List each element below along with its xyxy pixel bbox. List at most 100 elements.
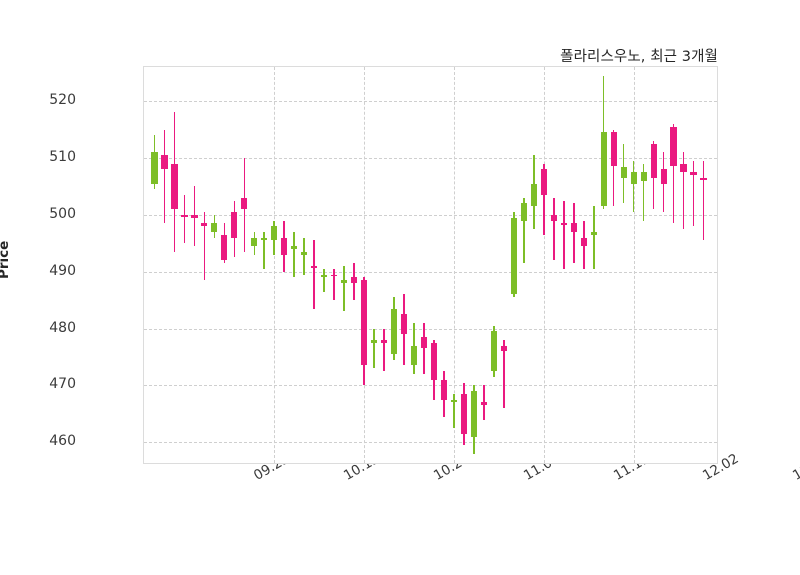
- candle-body: [670, 126, 677, 167]
- candlestick: [490, 67, 497, 463]
- candlestick: [201, 67, 208, 463]
- candle-body: [410, 345, 418, 366]
- candle-body: [540, 169, 547, 195]
- candle-body: [281, 237, 288, 255]
- y-tick-label: 520: [49, 92, 76, 109]
- candlestick: [321, 67, 328, 463]
- plot-area: [143, 66, 718, 464]
- candlestick: [410, 67, 418, 463]
- candlestick: [161, 67, 168, 463]
- candle-wick: [592, 206, 595, 269]
- candle-wick: [672, 123, 675, 224]
- candlestick: [271, 67, 278, 463]
- candle-body: [351, 277, 358, 284]
- candle-body: [221, 234, 228, 261]
- gridline-vertical: [274, 67, 276, 463]
- candle-wick: [682, 152, 685, 230]
- gridline-vertical: [364, 67, 366, 463]
- candlestick: [670, 67, 677, 463]
- candlestick: [191, 67, 198, 463]
- candle-wick: [183, 194, 186, 244]
- y-tick-label: 480: [49, 319, 76, 336]
- candle-body: [251, 237, 258, 247]
- candle-wick: [612, 129, 615, 207]
- candlestick: [351, 67, 358, 463]
- candlestick: [430, 67, 438, 463]
- candle-body: [271, 226, 278, 241]
- candle-body: [380, 339, 388, 343]
- candle-body: [430, 342, 438, 380]
- candle-body: [650, 143, 657, 178]
- candlestick: [700, 67, 707, 463]
- candle-wick: [702, 160, 705, 241]
- candle-wick: [383, 328, 385, 372]
- candle-wick: [303, 237, 306, 275]
- candlestick: [660, 67, 667, 463]
- candlestick: [390, 67, 398, 463]
- candle-body: [530, 183, 537, 207]
- candle-body: [550, 214, 557, 221]
- candle-body: [660, 169, 667, 184]
- candle-body: [500, 345, 507, 352]
- candle-body: [480, 402, 487, 406]
- candlestick: [580, 67, 587, 463]
- candle-wick: [163, 129, 166, 224]
- candle-body: [201, 223, 208, 227]
- candle-wick: [203, 211, 206, 281]
- candlestick: [510, 67, 517, 463]
- candle-wick: [543, 163, 545, 235]
- candle-body: [570, 223, 577, 232]
- candle-wick: [373, 328, 375, 369]
- gridline-horizontal: [144, 442, 717, 444]
- candlestick: [690, 67, 697, 463]
- candle-body: [590, 231, 597, 235]
- candlestick: [281, 67, 288, 463]
- candle-wick: [333, 268, 335, 301]
- candle-body: [600, 132, 607, 207]
- candlestick: [241, 67, 248, 463]
- candlestick: [400, 67, 408, 463]
- candle-body: [440, 379, 448, 400]
- candle-body: [580, 237, 587, 247]
- gridline-horizontal: [144, 271, 717, 273]
- candle-wick: [523, 197, 525, 264]
- y-tick-label: 490: [49, 262, 76, 279]
- candlestick: [520, 67, 527, 463]
- gridline-horizontal: [144, 157, 717, 159]
- gridline-horizontal: [144, 385, 717, 387]
- candlestick: [151, 67, 158, 463]
- candle-body: [560, 223, 567, 226]
- candle-wick: [343, 266, 345, 312]
- candle-body: [680, 163, 687, 173]
- candle-body: [400, 314, 408, 335]
- candle-body: [510, 217, 517, 295]
- candle-wick: [483, 385, 485, 420]
- candle-wick: [313, 240, 315, 309]
- gridline-horizontal: [144, 214, 717, 216]
- y-tick-label: 470: [49, 376, 76, 393]
- candle-body: [301, 251, 308, 255]
- candle-body: [420, 337, 428, 349]
- candle-body: [700, 177, 707, 180]
- candle-wick: [572, 203, 575, 264]
- candle-body: [460, 393, 468, 434]
- candle-body: [311, 266, 318, 268]
- candle-body: [520, 203, 527, 221]
- candle-wick: [642, 163, 645, 221]
- candle-body: [191, 214, 198, 218]
- candlestick: [311, 67, 318, 463]
- candle-body: [640, 172, 647, 181]
- candlestick: [341, 67, 348, 463]
- gridline-horizontal: [144, 328, 717, 330]
- candle-body: [331, 274, 338, 277]
- candle-body: [490, 331, 497, 372]
- candlestick: [181, 67, 188, 463]
- candlestick: [371, 67, 378, 463]
- candlestick: [221, 67, 228, 463]
- candle-body: [231, 211, 238, 238]
- candle-body: [361, 280, 368, 366]
- candlestick: [361, 67, 368, 463]
- candlestick: [560, 67, 567, 463]
- candle-body: [390, 308, 398, 355]
